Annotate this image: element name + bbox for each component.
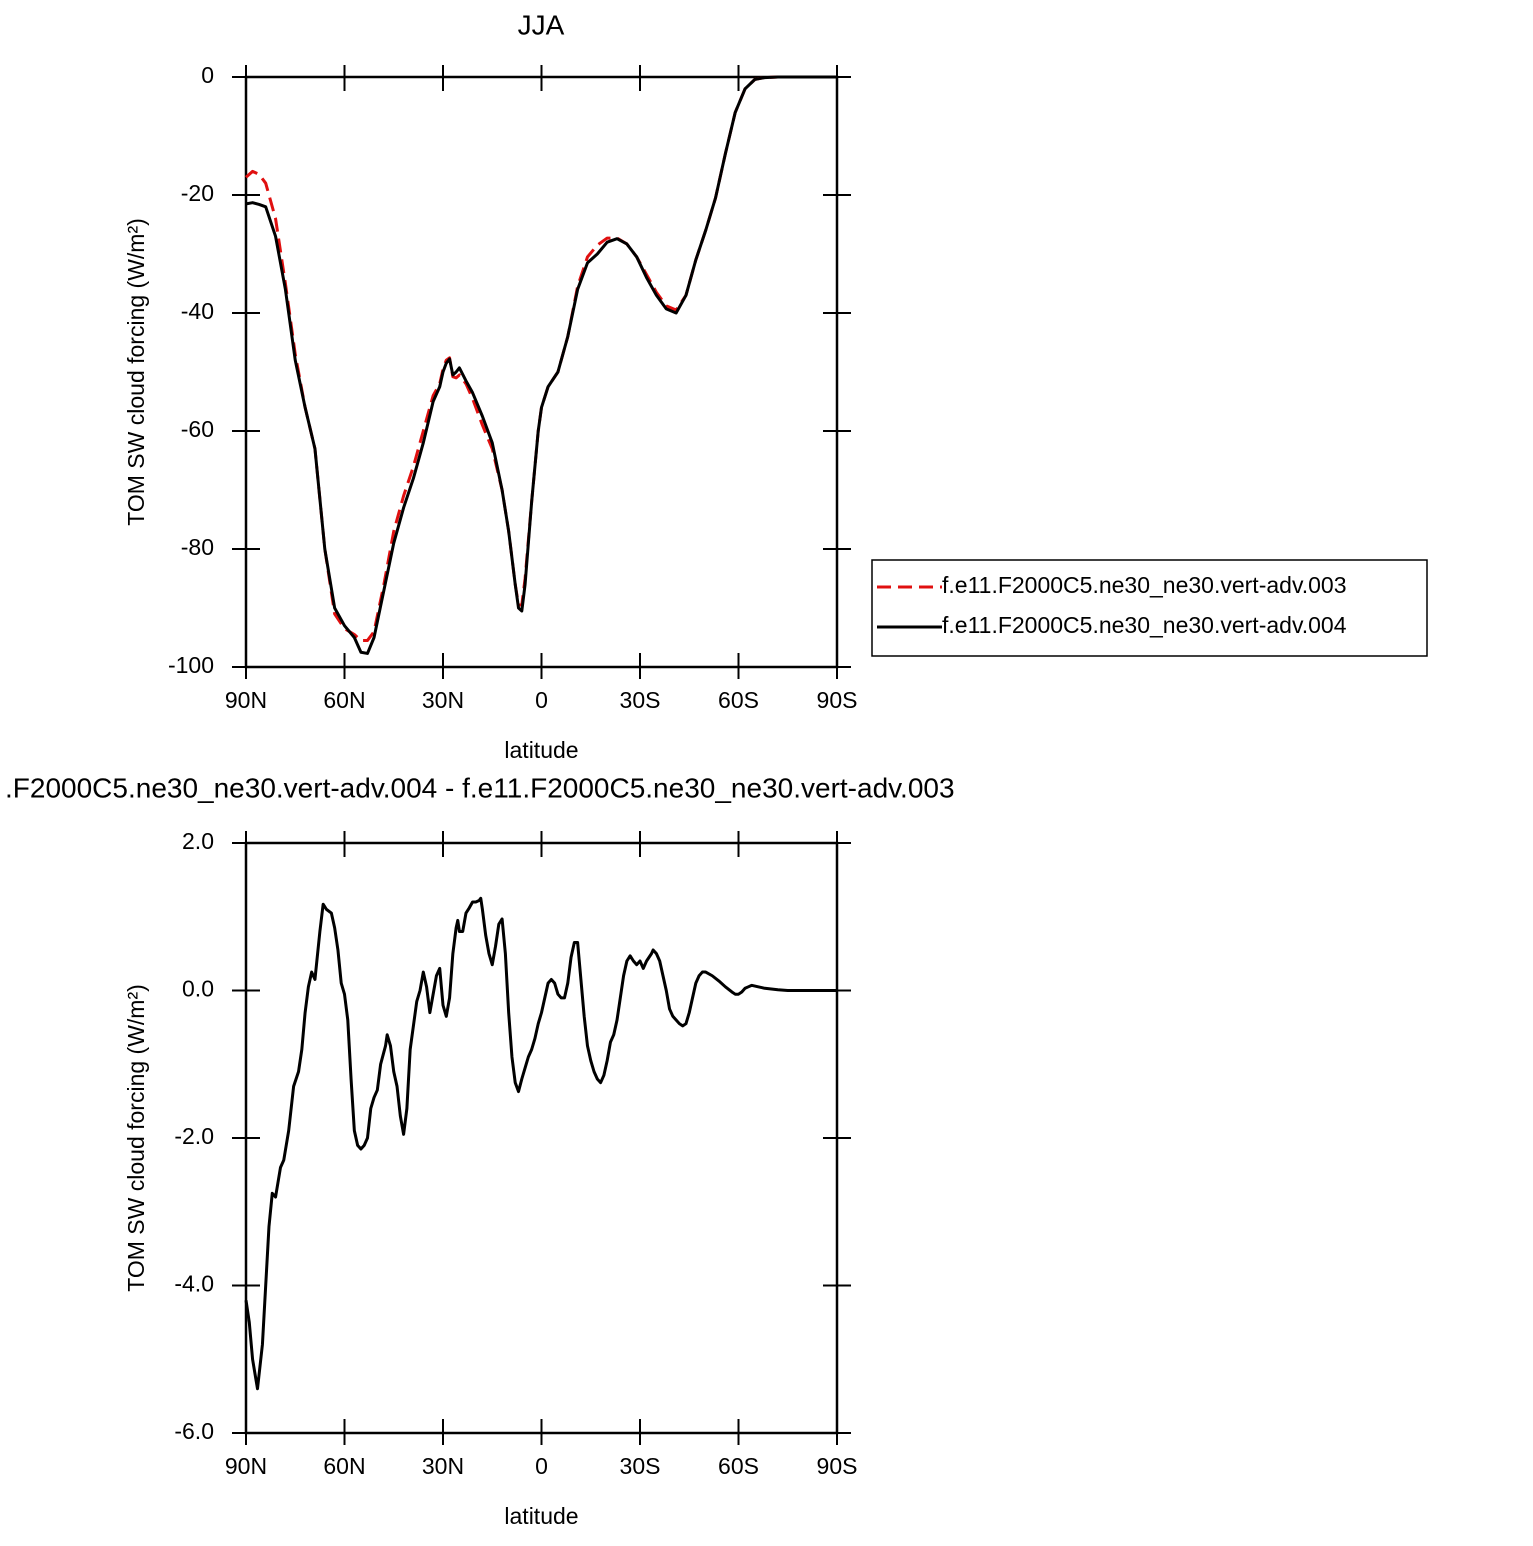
y-tick-label: 2.0 (182, 828, 214, 854)
x-tick-label: 30N (422, 1453, 464, 1479)
plot-frame (244, 75, 839, 669)
legend-label: f.e11.F2000C5.ne30_ne30.vert-adv.004 (942, 612, 1347, 638)
y-tick-label: 0.0 (182, 976, 214, 1002)
legend-box (871, 559, 1428, 657)
x-tick-label: 30S (620, 1453, 661, 1479)
x-axis-label: latitude (504, 1503, 578, 1529)
x-tick-label: 60N (323, 687, 365, 713)
y-tick-label: -2.0 (174, 1123, 214, 1149)
x-tick-label: 0 (535, 687, 548, 713)
y-tick-label: 0 (201, 62, 214, 88)
x-tick-label: 30S (620, 687, 661, 713)
x-tick-label: 60S (718, 1453, 759, 1479)
x-tick-label: 90N (225, 687, 267, 713)
y-tick-label: -100 (168, 652, 214, 678)
y-axis-label: TOM SW cloud forcing (W/m²) (123, 218, 149, 526)
y-tick-label: -80 (181, 534, 214, 560)
y-tick-label: -6.0 (174, 1418, 214, 1444)
x-tick-label: 0 (535, 1453, 548, 1479)
x-axis-label: latitude (504, 737, 578, 763)
x-tick-label: 60S (718, 687, 759, 713)
x-tick-label: 90S (817, 1453, 858, 1479)
y-tick-label: -4.0 (174, 1271, 214, 1297)
x-tick-label: 60N (323, 1453, 365, 1479)
x-tick-label: 90N (225, 1453, 267, 1479)
y-tick-label: -20 (181, 180, 214, 206)
chart-title: .F2000C5.ne30_ne30.vert-adv.004 - f.e11.… (5, 772, 955, 803)
y-tick-label: -60 (181, 416, 214, 442)
y-axis-label: TOM SW cloud forcing (W/m²) (123, 984, 149, 1292)
data-line (244, 75, 837, 642)
x-tick-label: 90S (817, 687, 858, 713)
x-tick-label: 30N (422, 687, 464, 713)
y-tick-label: -40 (181, 298, 214, 324)
data-line (245, 75, 837, 655)
legend-label: f.e11.F2000C5.ne30_ne30.vert-adv.003 (942, 572, 1347, 598)
data-line (244, 896, 837, 1391)
chart-title: JJA (518, 9, 565, 40)
